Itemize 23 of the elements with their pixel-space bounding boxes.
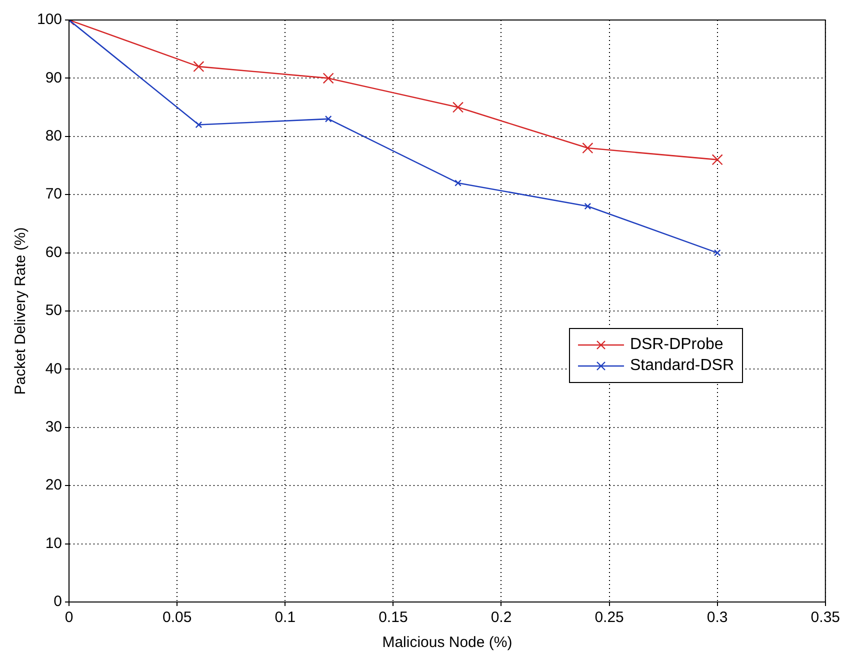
x-tick-label: 0.2	[490, 609, 512, 626]
y-tick-label: 80	[45, 128, 62, 145]
x-tick-label: 0.3	[706, 609, 728, 626]
x-axis-title: Malicious Node (%)	[382, 634, 512, 652]
x-tick-label: 0.25	[594, 609, 624, 626]
y-tick-label: 60	[45, 244, 62, 261]
y-tick-label: 30	[45, 418, 62, 436]
legend-label: Standard-DSR	[630, 357, 734, 375]
x-tick-label: 0	[64, 609, 74, 626]
legend-label: DSR-DProbe	[630, 336, 724, 354]
x-tick-label: 0.15	[378, 609, 408, 626]
y-tick-label: 10	[45, 534, 62, 552]
y-tick-label: 90	[45, 69, 62, 86]
x-tick-label: 0.35	[810, 609, 840, 626]
y-tick-label: 70	[45, 186, 62, 203]
y-tick-label: 40	[45, 360, 62, 378]
y-axis-title: Packet Delivery Rate (%)	[12, 227, 30, 395]
y-tick-label: 50	[45, 302, 62, 320]
x-tick-label: 0.05	[162, 609, 192, 626]
x-tick-label: 0.1	[274, 609, 296, 626]
y-tick-label: 20	[45, 476, 62, 494]
y-tick-label: 100	[36, 11, 62, 28]
y-tick-label: 0	[54, 593, 62, 610]
